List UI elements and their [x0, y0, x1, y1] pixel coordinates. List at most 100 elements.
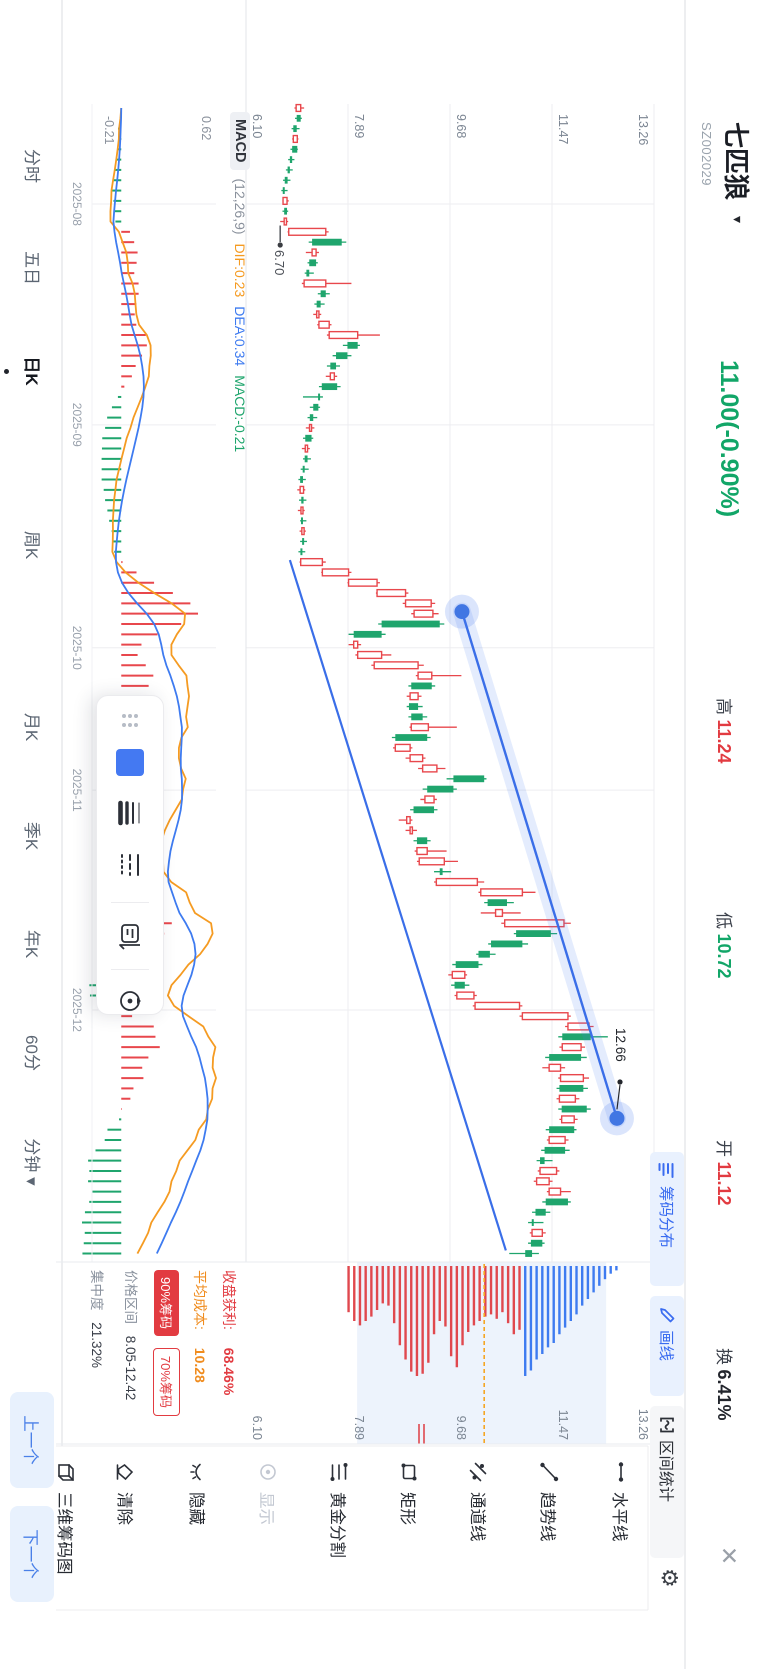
macd-title-chip[interactable]: MACD — [230, 112, 250, 170]
chip-scale-label: 6.10 — [250, 1415, 264, 1440]
low-price-marker-label: 6.70 — [272, 250, 287, 276]
tool-channel-line[interactable]: 通道线 — [467, 1461, 491, 1607]
avg-cost-value: 10.28 — [192, 1347, 208, 1383]
price-axis-label: 9.68 — [454, 114, 468, 139]
line-style-icon[interactable] — [117, 852, 143, 878]
badge-90-chips[interactable]: 90%筹码 — [154, 1270, 179, 1337]
palette-separator — [111, 902, 149, 904]
price-axis-label: 13.26 — [636, 114, 650, 146]
tool-label: 清除 — [115, 1492, 133, 1525]
tool-golden-ratio[interactable]: 黄金分割 — [327, 1461, 351, 1607]
chip-badges-row: 90%筹码 70%筹码 — [153, 1270, 180, 1416]
chip-distribution-toggle[interactable]: 筹码分布 — [650, 1152, 684, 1286]
tab-周K[interactable]: 周K — [22, 530, 41, 560]
tool-horizontal-line[interactable]: 水平线 — [609, 1461, 633, 1607]
anchor-point-icon[interactable] — [117, 988, 143, 1014]
tool-clear[interactable]: 清除 — [114, 1461, 138, 1607]
chip-scale-label: 9.68 — [454, 1415, 468, 1440]
trend-line-icon — [538, 1461, 560, 1483]
stock-name[interactable]: 七匹狼 — [721, 122, 751, 201]
stat-high: 高 11.24 — [713, 698, 738, 764]
price-range-row: 价格区间 8.05-12.42 — [122, 1270, 142, 1400]
settings-gear-icon[interactable]: ⚙ — [657, 1568, 682, 1588]
chip-scale-label: 7.89 — [352, 1415, 366, 1440]
tool-rectangle[interactable]: 矩形 — [397, 1461, 421, 1607]
show-icon — [257, 1461, 279, 1483]
tab-年K[interactable]: 年K — [22, 929, 41, 959]
concentration-label: 集中度 — [89, 1270, 104, 1311]
rectangle-icon — [398, 1461, 420, 1483]
tool-label: 三维筹码图 — [55, 1492, 73, 1575]
prev-drawing-button[interactable]: 上一个 — [10, 1392, 54, 1488]
tab-五日[interactable]: 五日 — [22, 251, 41, 285]
tool-label: 显示 — [257, 1492, 275, 1525]
tab-分钟[interactable]: 分钟 ▾ — [22, 1138, 41, 1186]
tool-hide[interactable]: 隐藏 — [186, 1461, 210, 1607]
chip-distribution-icon — [658, 1162, 676, 1180]
price-axis-label: 6.10 — [250, 114, 264, 139]
concentration-row: 集中度 21.32% — [88, 1270, 108, 1368]
tool-label: 矩形 — [398, 1492, 416, 1525]
clear-icon — [115, 1461, 137, 1483]
macd-value: MACD:-0.21 — [232, 375, 248, 453]
draw-line-toggle[interactable]: 画线 — [650, 1296, 684, 1396]
price-range-value: 8.05-12.42 — [123, 1335, 138, 1401]
stat-open: 开 11.12 — [713, 1140, 738, 1206]
stat-open-value: 11.12 — [714, 1161, 734, 1206]
tab-月K[interactable]: 月K — [22, 712, 41, 742]
macd-header: MACD (12,26,9) DIF:0.23 DEA:0.34 MACD:-0… — [230, 112, 250, 452]
range-stats-button[interactable]: 区间统计 — [650, 1406, 684, 1558]
tab-日K[interactable]: 日K — [22, 356, 41, 386]
chip-scale-label: 13.26 — [636, 1408, 650, 1440]
date-axis-label: 2025-09 — [70, 402, 84, 447]
tab-分时[interactable]: 分时 — [22, 149, 41, 183]
tab-60分[interactable]: 60分 — [22, 1035, 41, 1071]
palette-separator-2 — [111, 969, 149, 970]
color-swatch-blue[interactable] — [116, 749, 144, 777]
macd-dea-value: DEA:0.34 — [232, 306, 248, 367]
horizontal-line-icon — [610, 1461, 632, 1483]
tool-label: 通道线 — [468, 1492, 486, 1542]
price-axis-label: 7.89 — [352, 114, 366, 139]
tool-label: 水平线 — [610, 1492, 628, 1542]
channel-line-icon — [468, 1461, 490, 1483]
stat-turnover: 换 6.41% — [713, 1348, 738, 1421]
next-drawing-button[interactable]: 下一个 — [10, 1506, 54, 1602]
macd-dif-value: DIF:0.23 — [232, 243, 248, 298]
last-price: 11.00(-0.90%) — [715, 360, 743, 518]
chip-scale-label: 11.47 — [556, 1409, 570, 1440]
pencil-icon — [658, 1306, 676, 1324]
profit-row: 收盘获利: 68.46% — [219, 1270, 239, 1395]
concentration-value: 21.32% — [89, 1322, 104, 1369]
tab-季K[interactable]: 季K — [22, 821, 41, 851]
golden-ratio-icon — [328, 1461, 350, 1483]
annotation-note-icon[interactable] — [117, 923, 143, 951]
stat-high-label: 高 — [714, 698, 733, 715]
stat-low-label: 低 — [714, 912, 733, 929]
tool-chip-3d[interactable]: 三维筹码图 — [54, 1461, 78, 1607]
stat-low-value: 10.72 — [714, 933, 734, 979]
draw-line-label: 画线 — [657, 1330, 674, 1362]
stock-name-caret-icon: ▾ — [730, 216, 746, 224]
range-stats-icon — [658, 1416, 676, 1434]
date-axis-label: 2025-10 — [70, 625, 84, 670]
profit-label: 收盘获利: — [221, 1270, 237, 1330]
line-width-icon[interactable] — [117, 800, 143, 826]
draw-style-palette[interactable] — [96, 695, 164, 1015]
macd-min-label: -0.21 — [102, 116, 116, 145]
price-range-label: 价格区间 — [123, 1270, 138, 1324]
macd-max-label: 0.62 — [199, 116, 213, 141]
macd-params: (12,26,9) — [232, 178, 248, 235]
price-axis-label: 11.47 — [556, 114, 570, 145]
close-icon[interactable]: ✕ — [716, 1546, 742, 1566]
drag-handle-icon[interactable] — [118, 712, 142, 729]
profit-value: 68.46% — [221, 1347, 237, 1396]
stat-open-label: 开 — [714, 1140, 733, 1157]
chip-distribution-label: 筹码分布 — [657, 1186, 674, 1249]
stat-high-value: 11.24 — [714, 719, 734, 764]
tool-trend-line[interactable]: 趋势线 — [537, 1461, 561, 1607]
trendline-end-price-label: 12.66 — [613, 1028, 628, 1062]
date-axis-label: 2025-08 — [70, 181, 84, 226]
badge-70-chips[interactable]: 70%筹码 — [153, 1347, 180, 1416]
